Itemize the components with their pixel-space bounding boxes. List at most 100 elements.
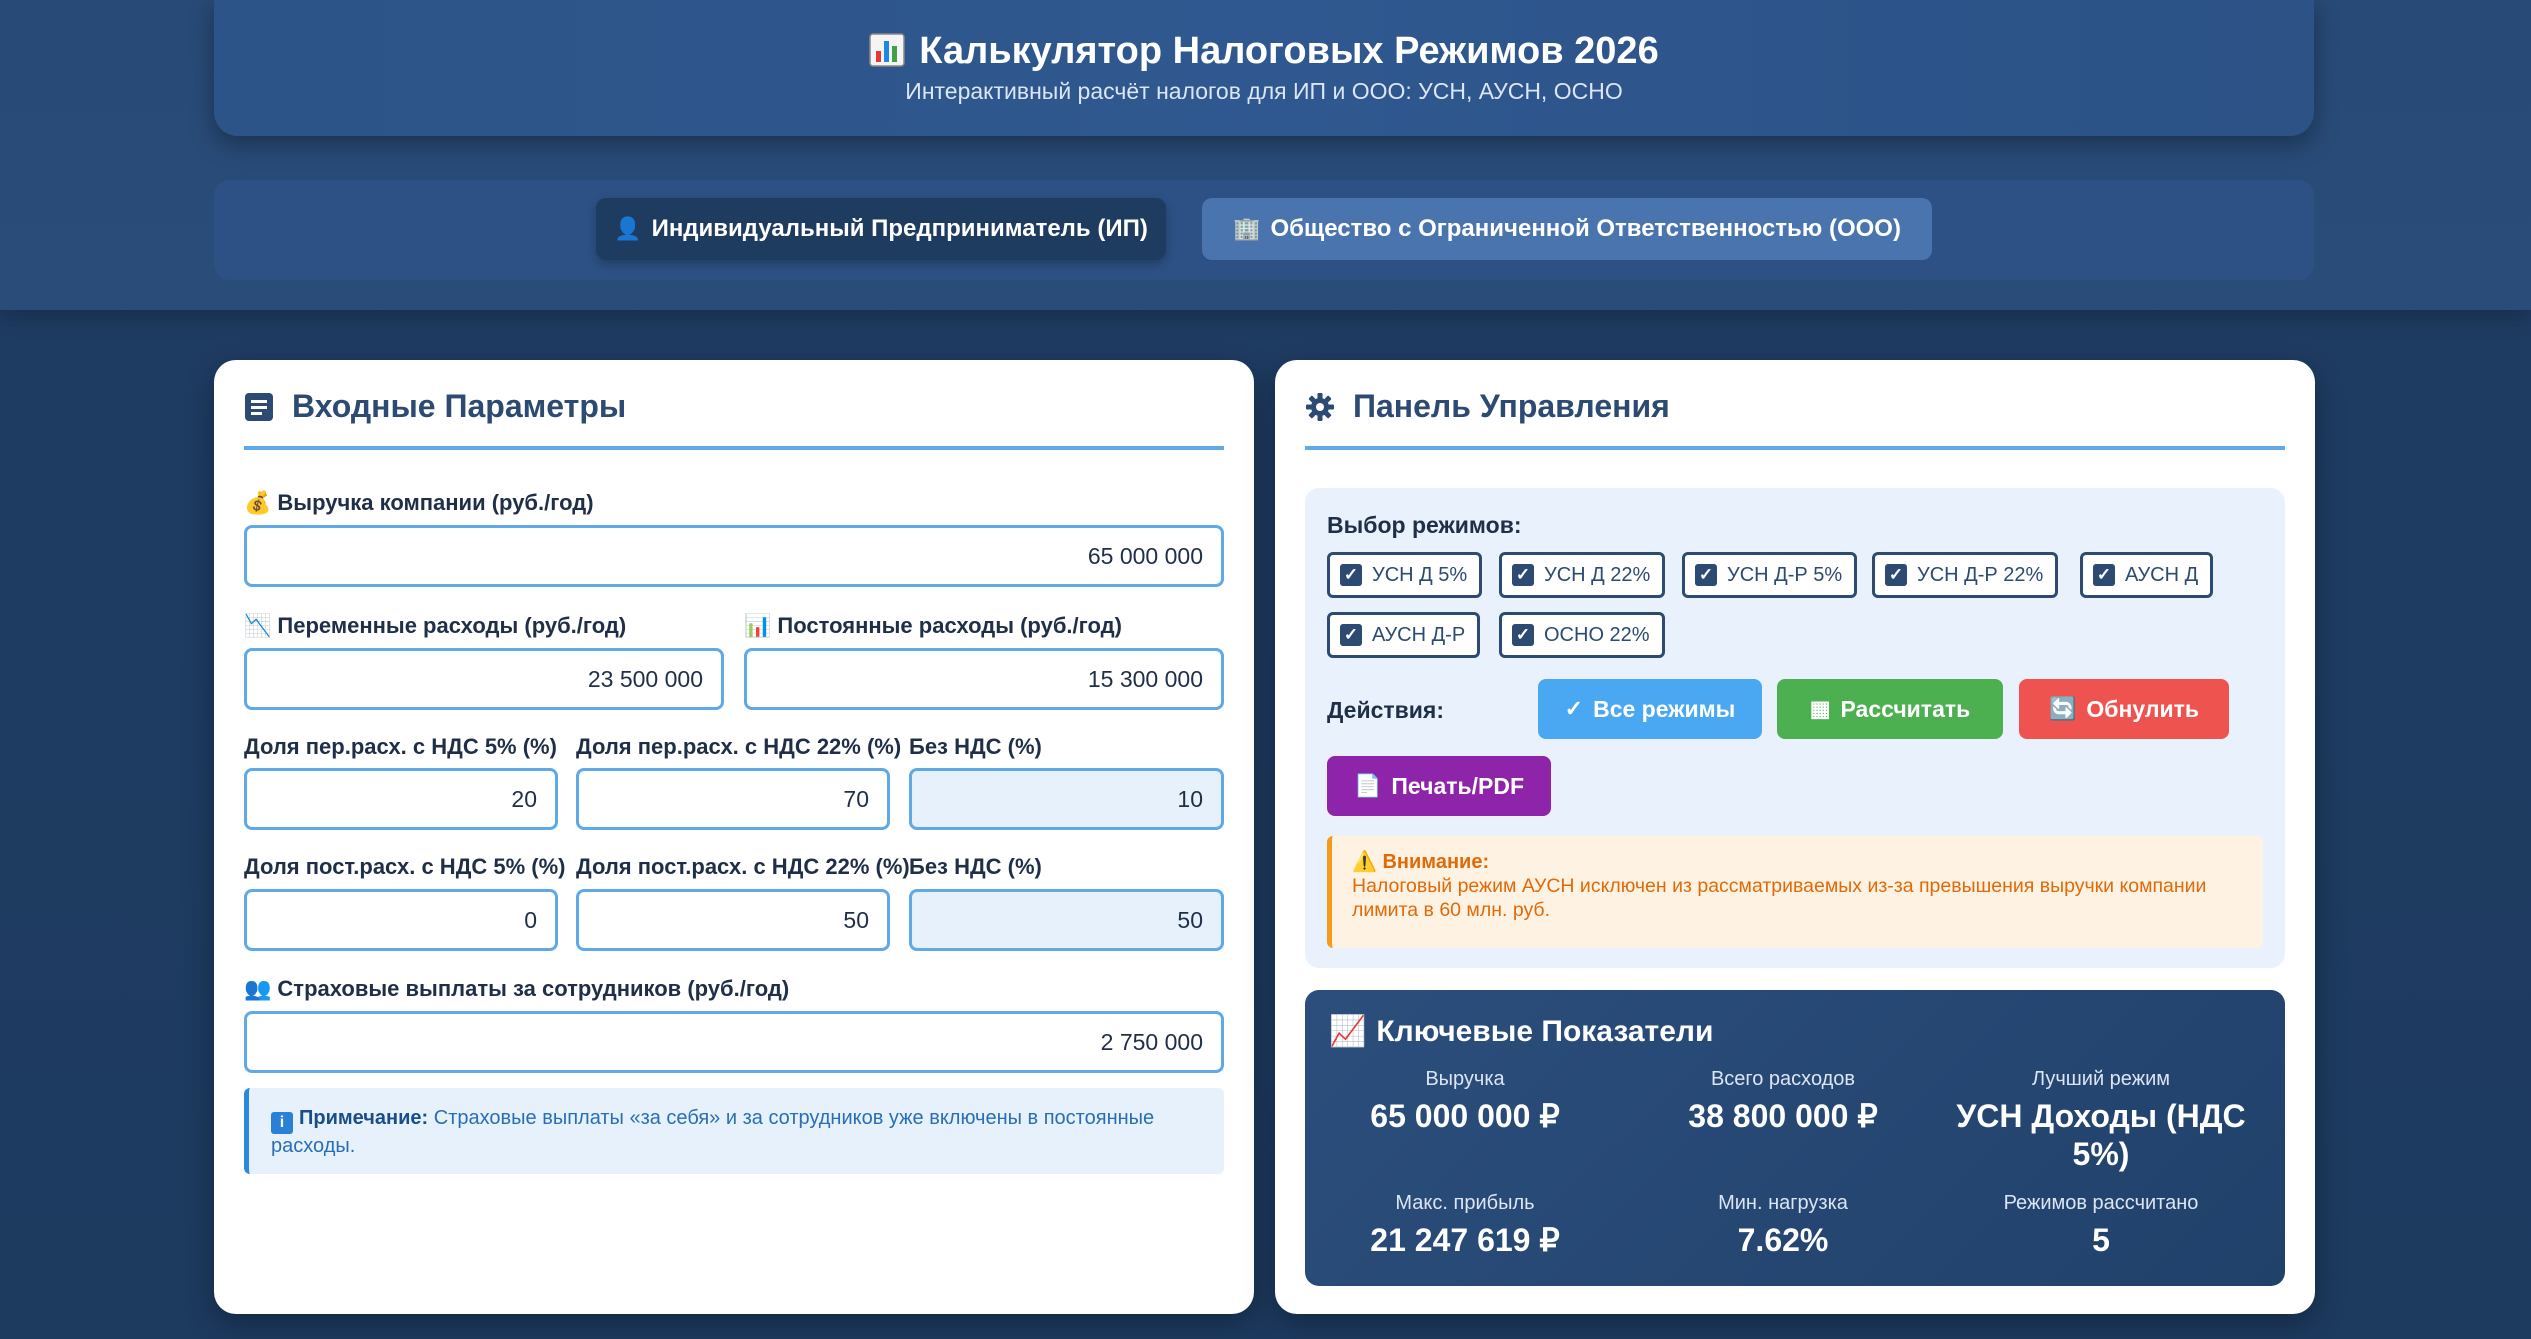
bar-chart-icon (869, 33, 906, 67)
mode-chip-label: ОСНО 22% (1544, 623, 1650, 646)
gear-icon (1306, 393, 1334, 421)
mode-chip-label: АУСН Д-Р (1372, 623, 1466, 646)
kpi-load: Мин. нагрузка 7.62% (1633, 1192, 1933, 1259)
fix-novat-label: Без НДС (%) (909, 854, 1042, 879)
insurance-label: 👥 Страховые выплаты за сотрудников (руб./… (244, 976, 789, 1002)
checkmark-icon: ✓ (1564, 696, 1584, 721)
entity-ip-button[interactable]: 👤 Индивидуальный Предприниматель (ИП) (596, 198, 1166, 260)
checkbox-icon: ✓ (1512, 564, 1534, 586)
kpi-best-mode: Лучший режим УСН Доходы (НДС 5%) (1951, 1068, 2251, 1173)
warning-title-text: Внимание: (1382, 851, 1490, 873)
kpi-expenses-label: Всего расходов (1710, 1068, 1856, 1090)
fix-exp-label: 📊 Постоянные расходы (руб./год) (744, 613, 1122, 639)
mode-chip-osno22[interactable]: ✓ ОСНО 22% (1499, 612, 1665, 658)
kpi-revenue-label: Выручка (1425, 1068, 1505, 1090)
chart-decreasing-icon: 📉 (244, 613, 272, 638)
kpi-best-label: Лучший режим (2031, 1068, 2171, 1090)
mode-chip-usn-dr5[interactable]: ✓ УСН Д-Р 5% (1682, 552, 1858, 598)
document-icon (245, 393, 273, 421)
kpi-panel: 📈 Ключевые Показатели Выручка 65 000 000 … (1305, 990, 2285, 1286)
mode-chip-usn-d22[interactable]: ✓ УСН Д 22% (1499, 552, 1666, 598)
checkbox-icon: ✓ (2093, 564, 2115, 586)
kpi-best-value: УСН Доходы (НДС 5%) (1956, 1098, 2246, 1172)
revenue-label-text: Выручка компании (руб./год) (277, 490, 594, 515)
calculate-label: Рассчитать (1840, 695, 1971, 722)
building-icon: 🏢 (1233, 216, 1261, 241)
note-box: i Примечание: Страховые выплаты «за себя»… (244, 1088, 1224, 1174)
checkbox-icon: ✓ (1512, 624, 1534, 646)
var-exp-input[interactable]: 23 500 000 (244, 648, 724, 710)
mode-chip-label: УСН Д 22% (1544, 563, 1651, 586)
checkbox-icon: ✓ (1340, 564, 1362, 586)
input-panel: Входные Параметры 💰 Выручка компании (руб… (214, 360, 1254, 1314)
kpi-revenue: Выручка 65 000 000 ₽ (1315, 1068, 1615, 1135)
control-panel: Панель Управления Выбор режимов: ✓ УСН Д … (1275, 360, 2315, 1314)
print-pdf-label: Печать/PDF (1391, 772, 1525, 799)
kpi-expenses-value: 38 800 000 ₽ (1688, 1098, 1878, 1134)
page-title: Калькулятор Налоговых Режимов 2026 (214, 30, 2314, 73)
var-exp-label-text: Переменные расходы (руб./год) (277, 613, 627, 638)
control-panel-title-text: Панель Управления (1353, 388, 1670, 424)
page-subtitle: Интерактивный расчёт налогов для ИП и ОО… (905, 78, 1623, 104)
mode-chip-label: УСН Д 5% (1372, 563, 1468, 586)
note-title: Примечание: (299, 1107, 429, 1129)
checkbox-icon: ✓ (1340, 624, 1362, 646)
kpi-title-text: Ключевые Показатели (1376, 1015, 1714, 1048)
reset-button[interactable]: 🔄 Обнулить (2019, 679, 2229, 739)
select-all-button[interactable]: ✓ Все режимы (1538, 679, 1762, 739)
revenue-input[interactable]: 65 000 000 (244, 525, 1224, 587)
fix-vat22-input[interactable]: 50 (576, 889, 890, 951)
var-exp-label: 📉 Переменные расходы (руб./год) (244, 613, 626, 639)
kpi-profit-label: Макс. прибыль (1395, 1192, 1535, 1214)
bar-chart-small-icon: 📊 (744, 613, 772, 638)
print-pdf-button[interactable]: 📄 Печать/PDF (1327, 756, 1551, 816)
note-text: Страховые выплаты «за себя» и за сотрудн… (271, 1107, 1155, 1157)
insurance-label-text: Страховые выплаты за сотрудников (руб./г… (277, 976, 790, 1001)
checkbox-icon: ✓ (1885, 564, 1907, 586)
insurance-input[interactable]: 2 750 000 (244, 1011, 1224, 1073)
kpi-revenue-value: 65 000 000 ₽ (1370, 1098, 1560, 1134)
entity-ooo-button[interactable]: 🏢 Общество с Ограниченной Ответственност… (1202, 198, 1932, 260)
abacus-icon: ▦ (1809, 696, 1831, 721)
mode-chip-label: УСН Д-Р 5% (1727, 563, 1843, 586)
calculate-button[interactable]: ▦ Рассчитать (1777, 679, 2003, 739)
kpi-load-label: Мин. нагрузка (1718, 1192, 1848, 1214)
warning-title: ⚠️ Внимание: (1352, 850, 2243, 874)
mode-chip-label: УСН Д-Р 22% (1917, 563, 2044, 586)
fix-vat22-label: Доля пост.расх. с НДС 22% (%) (576, 854, 910, 879)
input-panel-title: Входные Параметры (244, 388, 1224, 450)
person-icon: 👤 (614, 216, 642, 241)
var-vat22-input[interactable]: 70 (576, 768, 890, 830)
reset-label: Обнулить (2086, 695, 2200, 722)
page-icon: 📄 (1353, 773, 1382, 798)
mode-chip-usn-dr22[interactable]: ✓ УСН Д-Р 22% (1872, 552, 2059, 598)
entity-ooo-label: Общество с Ограниченной Ответственностью… (1270, 215, 1901, 242)
var-vat5-label: Доля пер.расх. с НДС 5% (%) (244, 734, 557, 759)
modes-label: Выбор режимов: (1327, 512, 1522, 538)
actions-label: Действия: (1327, 697, 1445, 723)
fix-exp-label-text: Постоянные расходы (руб./год) (777, 613, 1122, 638)
fix-vat5-input[interactable]: 0 (244, 889, 558, 951)
entity-ip-label: Индивидуальный Предприниматель (ИП) (651, 215, 1148, 242)
kpi-expenses: Всего расходов 38 800 000 ₽ (1633, 1068, 1933, 1135)
kpi-title: 📈 Ключевые Показатели (1329, 1014, 1713, 1049)
control-box: Выбор режимов: ✓ УСН Д 5% ✓ УСН Д 22% ✓ УСН… (1305, 488, 2285, 968)
var-vat5-input[interactable]: 20 (244, 768, 558, 830)
kpi-profit-value: 21 247 619 ₽ (1370, 1222, 1560, 1258)
mode-chip-ausn-d[interactable]: ✓ АУСН Д (2080, 552, 2214, 598)
kpi-count: Режимов рассчитано 5 (1951, 1192, 2251, 1259)
refresh-icon: 🔄 (2048, 696, 2077, 721)
mode-chip-ausn-dr[interactable]: ✓ АУСН Д-Р (1327, 612, 1481, 658)
fix-vat5-label: Доля пост.расх. с НДС 5% (%) (244, 854, 566, 879)
kpi-profit: Макс. прибыль 21 247 619 ₽ (1315, 1192, 1615, 1259)
var-novat-input: 10 (909, 768, 1224, 830)
fix-novat-input: 50 (909, 889, 1224, 951)
info-icon: i (271, 1112, 293, 1134)
kpi-count-label: Режимов рассчитано (2003, 1192, 2199, 1214)
warning-text: Налоговый режим АУСН исключен из рассмат… (1352, 875, 2207, 921)
checkbox-icon: ✓ (1695, 564, 1717, 586)
fix-exp-input[interactable]: 15 300 000 (744, 648, 1224, 710)
chart-increasing-icon: 📈 (1329, 1015, 1367, 1048)
header: Калькулятор Налоговых Режимов 2026 Интер… (214, 0, 2314, 136)
mode-chip-usn-d5[interactable]: ✓ УСН Д 5% (1327, 552, 1483, 598)
